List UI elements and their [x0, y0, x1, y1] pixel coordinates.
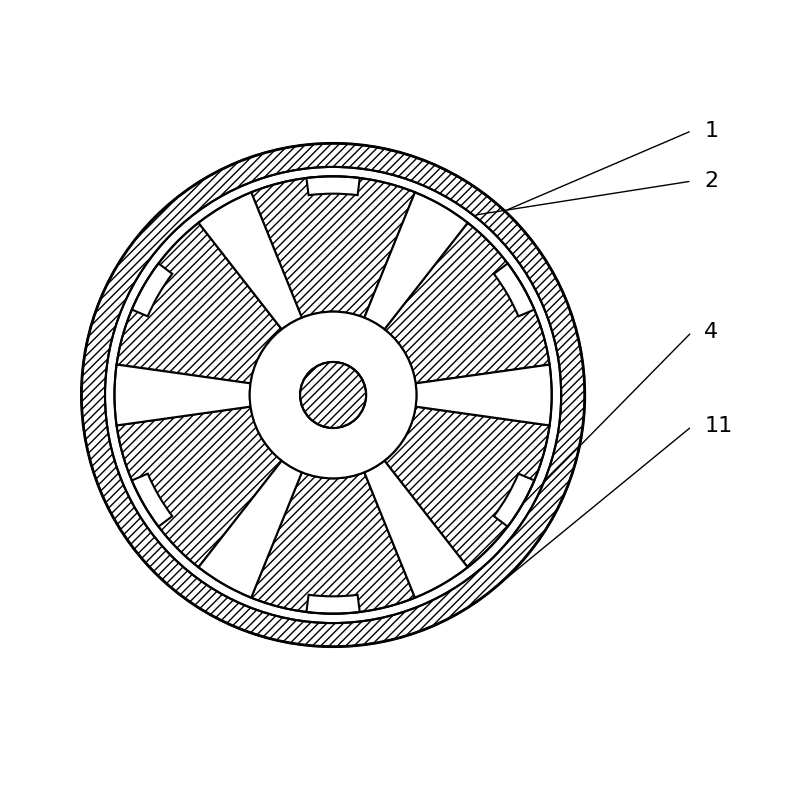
Circle shape	[300, 362, 366, 428]
Text: 2: 2	[704, 171, 718, 191]
Wedge shape	[494, 263, 535, 316]
Wedge shape	[307, 595, 360, 614]
Circle shape	[249, 311, 417, 479]
Wedge shape	[82, 143, 584, 647]
Text: 4: 4	[704, 322, 718, 342]
Text: 1: 1	[704, 121, 718, 141]
Wedge shape	[416, 364, 552, 426]
Wedge shape	[131, 474, 173, 527]
Wedge shape	[364, 192, 468, 329]
Wedge shape	[116, 407, 282, 567]
Wedge shape	[199, 192, 302, 329]
Wedge shape	[115, 364, 250, 426]
Wedge shape	[364, 461, 468, 598]
Text: 11: 11	[704, 416, 733, 436]
Wedge shape	[384, 407, 550, 567]
Wedge shape	[116, 223, 282, 383]
Wedge shape	[251, 176, 415, 318]
Wedge shape	[251, 472, 415, 614]
Wedge shape	[494, 474, 535, 527]
Wedge shape	[199, 461, 302, 598]
Wedge shape	[384, 223, 550, 383]
Wedge shape	[131, 263, 173, 316]
Wedge shape	[307, 176, 360, 195]
